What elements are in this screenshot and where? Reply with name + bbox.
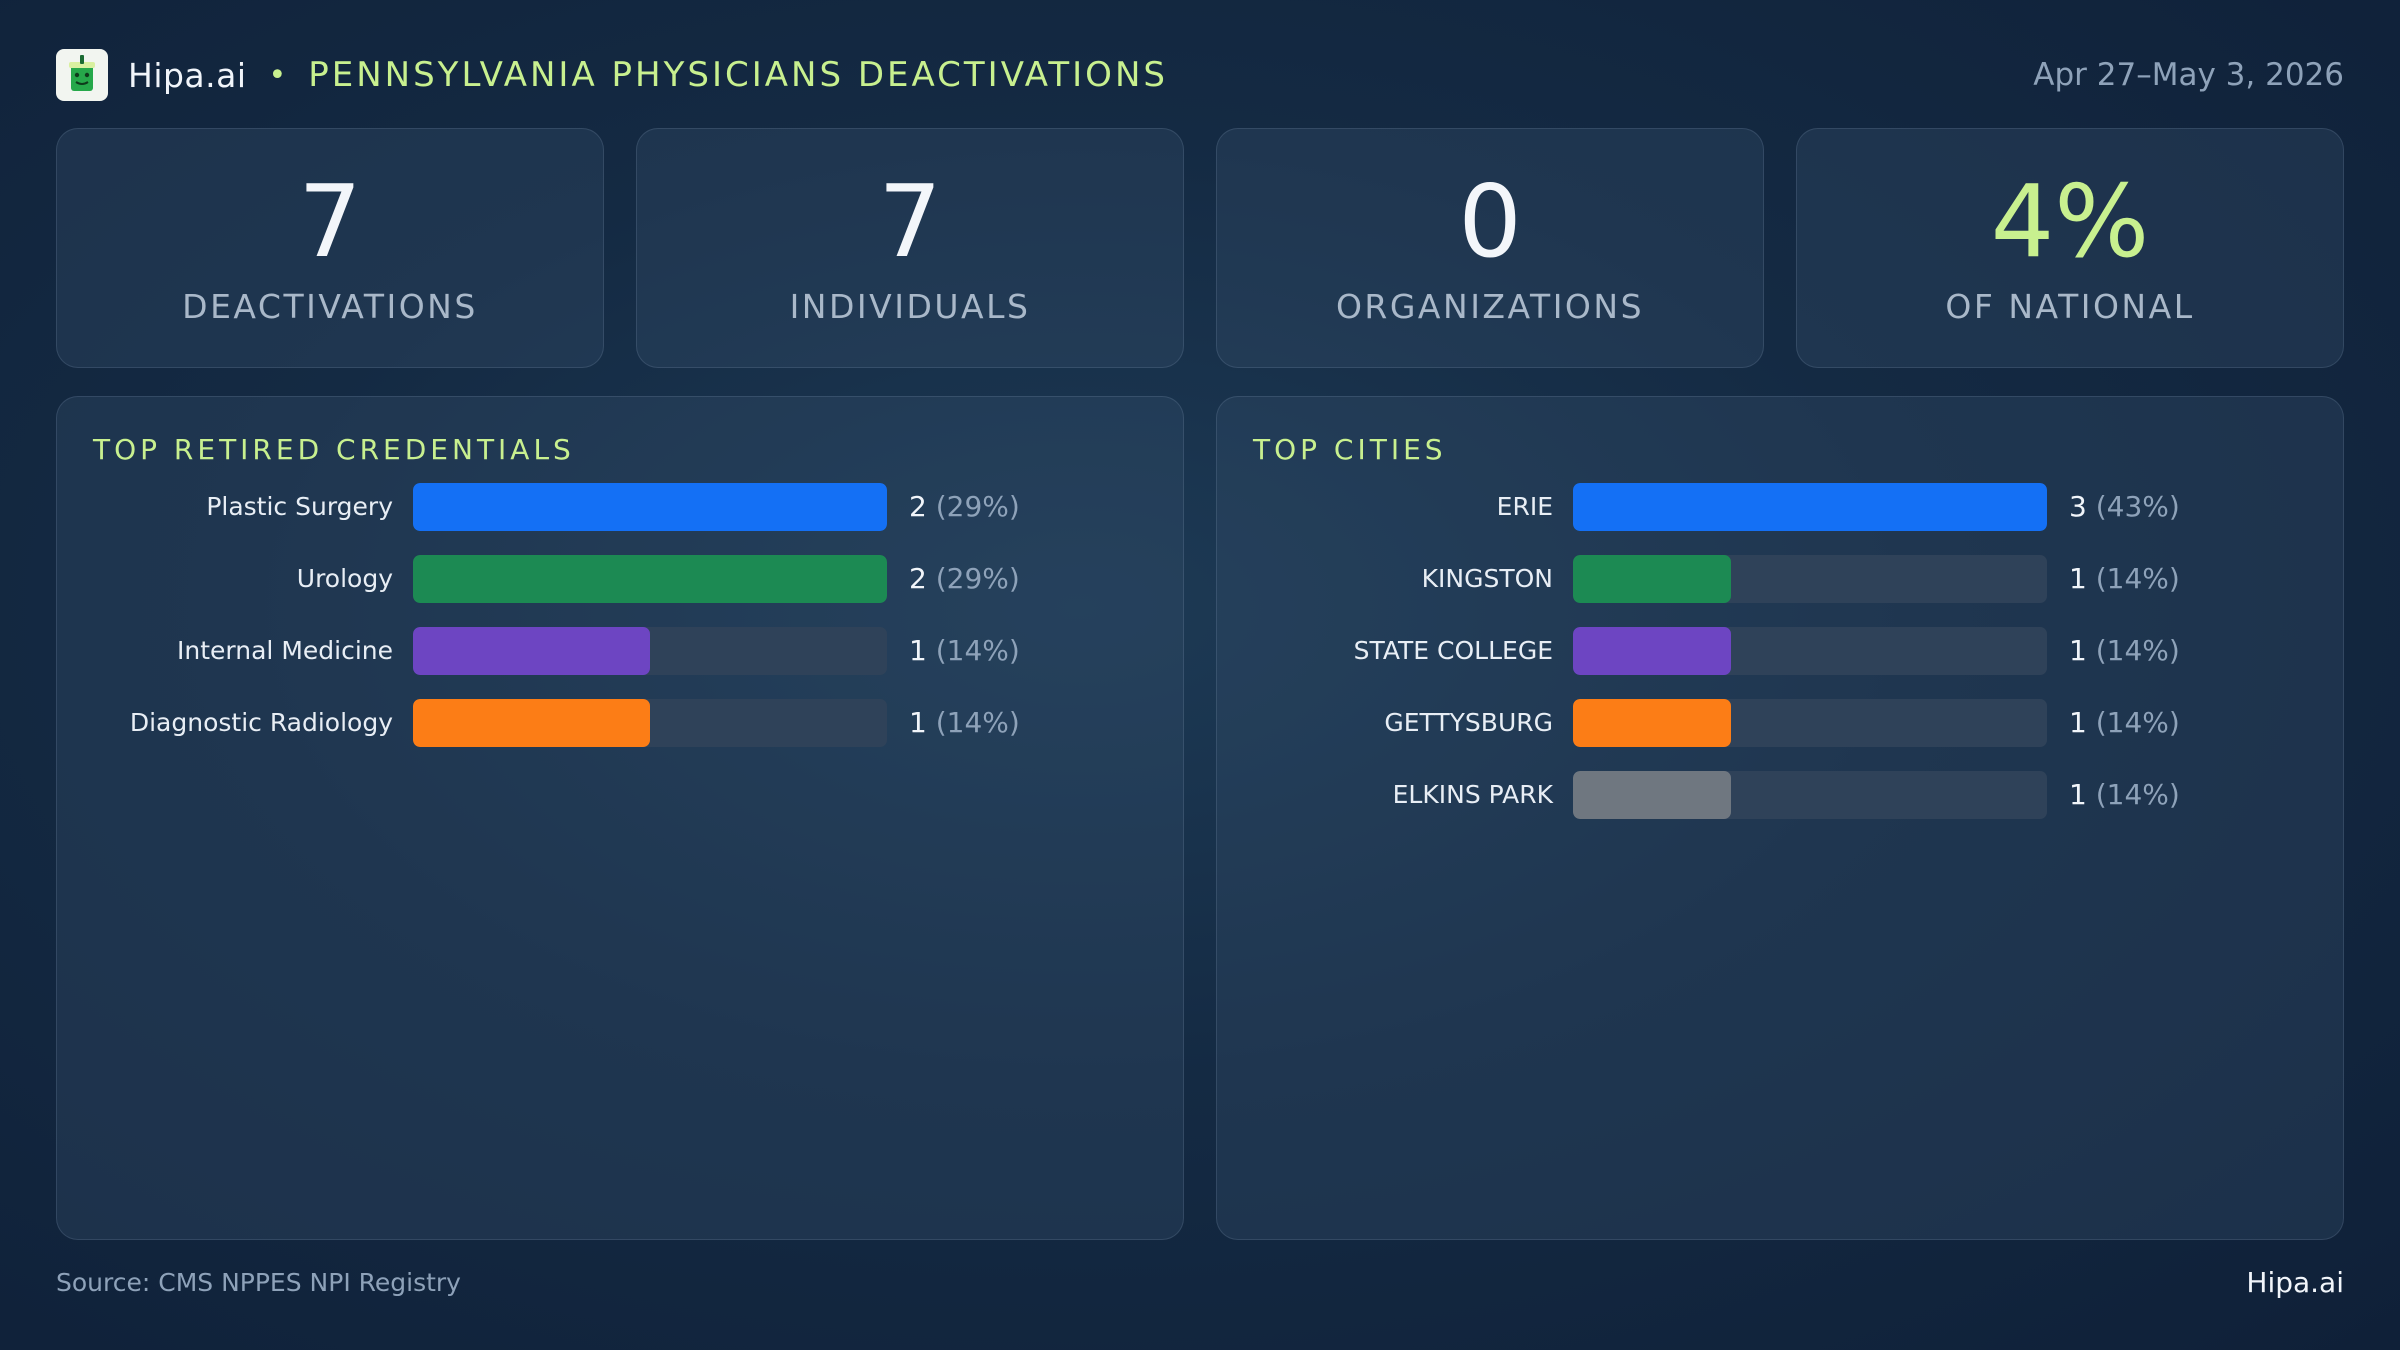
bar-count: 3	[2069, 490, 2087, 523]
bar	[1573, 771, 1731, 819]
credentials-panel: TOP RETIRED CREDENTIALS Plastic Surgery 2…	[56, 396, 1184, 1240]
bar-label: ERIE	[1496, 492, 1553, 521]
brand-name: Hipa.ai	[128, 55, 247, 95]
bar	[1573, 555, 1731, 603]
bar-row: Plastic Surgery 2 (29%)	[57, 483, 1183, 531]
bar-value-label: 1 (14%)	[2069, 555, 2180, 603]
bar-track	[413, 555, 887, 603]
bar-value-label: 1 (14%)	[2069, 771, 2180, 819]
kpi-value: 4%	[1990, 163, 2150, 280]
kpi-card-organizations: 0 ORGANIZATIONS	[1216, 128, 1764, 368]
bar-percent: (14%)	[2095, 562, 2180, 595]
bar-track	[1573, 555, 2047, 603]
bar-label: GETTYSBURG	[1384, 708, 1553, 737]
kpi-label: INDIVIDUALS	[789, 287, 1031, 326]
bar-track	[1573, 771, 2047, 819]
kpi-value: 7	[878, 163, 942, 280]
bar-value-label: 1 (14%)	[909, 699, 1020, 747]
bar-row: STATE COLLEGE 1 (14%)	[1217, 627, 2343, 675]
bar-label: Internal Medicine	[177, 636, 393, 665]
bar-percent: (14%)	[2095, 706, 2180, 739]
panel-title: TOP RETIRED CREDENTIALS	[93, 433, 575, 466]
footer-brand: Hipa.ai	[2246, 1266, 2344, 1299]
bar	[1573, 627, 1731, 675]
source-note: Source: CMS NPPES NPI Registry	[56, 1268, 461, 1297]
bar-track	[413, 483, 887, 531]
bar-count: 1	[909, 634, 927, 667]
bar-value-label: 3 (43%)	[2069, 483, 2180, 531]
bar-count: 2	[909, 562, 927, 595]
bar-track	[1573, 483, 2047, 531]
kpi-card-individuals: 7 INDIVIDUALS	[636, 128, 1184, 368]
bar-track	[413, 627, 887, 675]
bar-value-label: 2 (29%)	[909, 483, 1020, 531]
bar	[1573, 699, 1731, 747]
bar-row: ELKINS PARK 1 (14%)	[1217, 771, 2343, 819]
bar-label: Urology	[296, 564, 393, 593]
header: Hipa.ai • PENNSYLVANIA PHYSICIANS DEACTI…	[56, 48, 2344, 102]
kpi-label: ORGANIZATIONS	[1335, 287, 1645, 326]
bar-percent: (43%)	[2095, 490, 2180, 523]
bar-row: ERIE 3 (43%)	[1217, 483, 2343, 531]
bar-count: 2	[909, 490, 927, 523]
panel-title: TOP CITIES	[1253, 433, 1447, 466]
bar-count: 1	[909, 706, 927, 739]
bar-value-label: 1 (14%)	[909, 627, 1020, 675]
bar-percent: (29%)	[935, 490, 1020, 523]
bar	[413, 483, 887, 531]
kpi-label: OF NATIONAL	[1945, 287, 2195, 326]
bar-row: Diagnostic Radiology 1 (14%)	[57, 699, 1183, 747]
bar-value-label: 1 (14%)	[2069, 699, 2180, 747]
kpi-card-national-share: 4% OF NATIONAL	[1796, 128, 2344, 368]
kpi-row: 7 DEACTIVATIONS 7 INDIVIDUALS 0 ORGANIZA…	[56, 128, 2344, 368]
bar-percent: (14%)	[2095, 778, 2180, 811]
bar-count: 1	[2069, 706, 2087, 739]
bar-percent: (14%)	[935, 634, 1020, 667]
bar-track	[1573, 699, 2047, 747]
title-separator: •	[268, 57, 287, 93]
kpi-value: 0	[1458, 163, 1522, 280]
bar-percent: (29%)	[935, 562, 1020, 595]
bar-row: Internal Medicine 1 (14%)	[57, 627, 1183, 675]
bar	[413, 699, 650, 747]
bar-count: 1	[2069, 778, 2087, 811]
bar-value-label: 1 (14%)	[2069, 627, 2180, 675]
bar-value-label: 2 (29%)	[909, 555, 1020, 603]
cities-panel: TOP CITIES ERIE 3 (43%) KINGSTON 1 (14%) STA…	[1216, 396, 2344, 1240]
bar-label: Plastic Surgery	[206, 492, 393, 521]
bar-track	[413, 699, 887, 747]
bar-count: 1	[2069, 562, 2087, 595]
bar-label: KINGSTON	[1421, 564, 1553, 593]
cup-icon	[69, 55, 95, 91]
bar	[1573, 483, 2047, 531]
kpi-label: DEACTIVATIONS	[182, 287, 478, 326]
date-range: Apr 27–May 3, 2026	[2033, 57, 2344, 93]
kpi-card-deactivations: 7 DEACTIVATIONS	[56, 128, 604, 368]
bar-row: KINGSTON 1 (14%)	[1217, 555, 2343, 603]
bar-row: GETTYSBURG 1 (14%)	[1217, 699, 2343, 747]
bar-track	[1573, 627, 2047, 675]
bar-percent: (14%)	[935, 706, 1020, 739]
bar-label: STATE COLLEGE	[1353, 636, 1553, 665]
bar-row: Urology 2 (29%)	[57, 555, 1183, 603]
page-title: PENNSYLVANIA PHYSICIANS DEACTIVATIONS	[308, 55, 1168, 95]
bar-percent: (14%)	[2095, 634, 2180, 667]
bar	[413, 555, 887, 603]
bar	[413, 627, 650, 675]
logo	[56, 49, 108, 101]
kpi-value: 7	[298, 163, 362, 280]
bar-count: 1	[2069, 634, 2087, 667]
bar-label: Diagnostic Radiology	[129, 708, 393, 737]
bar-label: ELKINS PARK	[1392, 780, 1553, 809]
